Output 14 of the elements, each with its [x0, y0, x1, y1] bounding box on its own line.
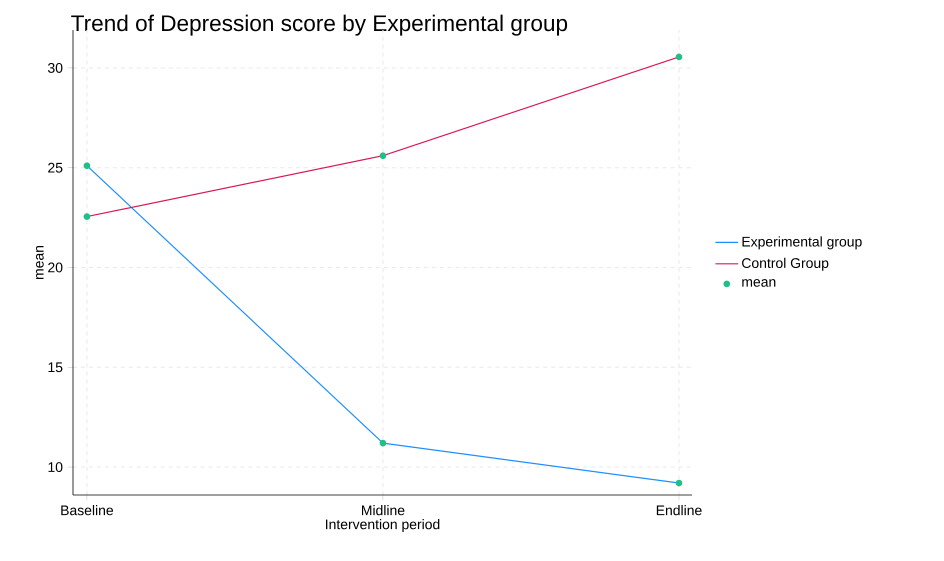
y-tick-label: 25 [48, 162, 62, 173]
y-tick-label: 20 [48, 262, 62, 272]
y-axis-title: mean [36, 246, 44, 280]
y-tick-label: 30 [48, 62, 62, 73]
y-tick-label: 10 [48, 462, 62, 472]
legend-label: mean [742, 279, 776, 287]
x-tick-label: Endline [656, 505, 702, 516]
chart-title: Trend of Depression score by Experimental group [71, 14, 568, 36]
legend-label: Control Group [742, 258, 828, 271]
x-axis-title: Intervention period [326, 519, 440, 532]
y-tick-label: 15 [48, 362, 62, 372]
legend-label: Experimental group [742, 236, 862, 250]
x-tick-label: Baseline [61, 505, 114, 516]
x-tick-label: Midline [362, 505, 404, 516]
